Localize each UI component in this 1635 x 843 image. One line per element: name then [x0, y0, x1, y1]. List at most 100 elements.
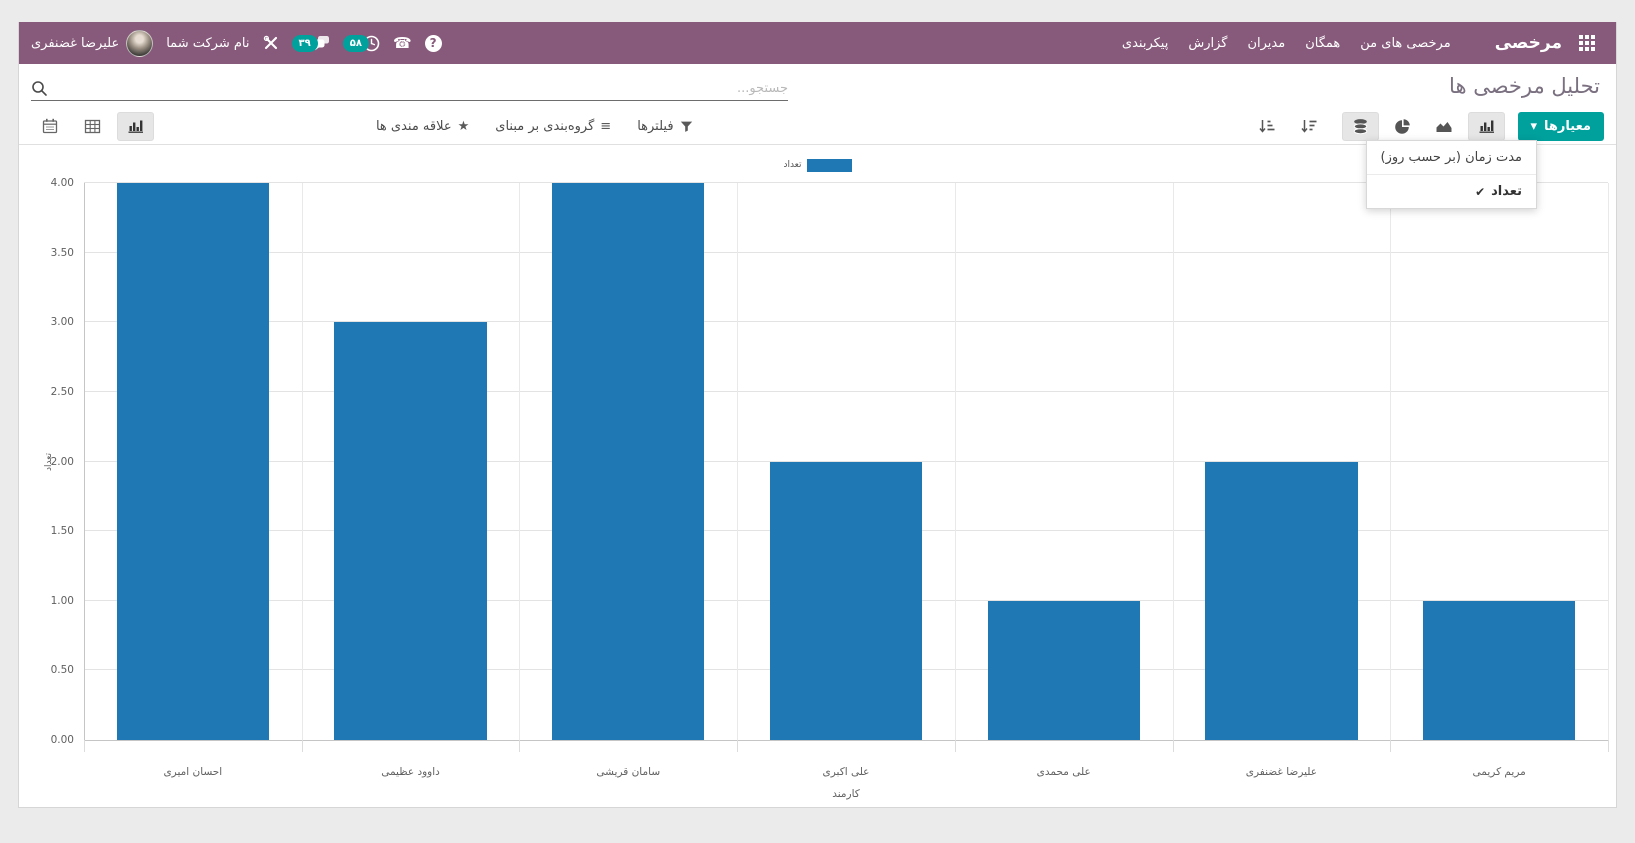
bar-chart-mode-button[interactable]: [1467, 111, 1505, 141]
groupby-button[interactable]: ≡ گروه‌بندی بر مبنای: [495, 119, 611, 134]
y-tick-label: 3.50: [50, 246, 74, 259]
y-tick-label: 0.00: [50, 734, 74, 746]
measures-dropdown-item-0[interactable]: مدت زمان (بر حسب روز): [1367, 141, 1536, 174]
chart-bar-5[interactable]: [1205, 461, 1358, 740]
v-gridline: [737, 183, 739, 740]
help-icon: ?: [424, 34, 442, 52]
sort-descending-icon: [1300, 118, 1318, 134]
measures-button-label: معیارها: [1544, 118, 1591, 134]
v-gridline: [954, 183, 956, 740]
y-tick-label: 2.00: [50, 455, 74, 468]
nav-menu-item-3[interactable]: گزارش: [1188, 35, 1228, 51]
control-panel: تحلیل مرخصی ها معیارها ▾: [19, 64, 1616, 145]
chart-legend[interactable]: تعداد: [19, 157, 1616, 173]
filters-label: فیلترها: [637, 118, 674, 134]
calendar-view-button[interactable]: [31, 112, 68, 141]
chart-bar-6[interactable]: [1422, 600, 1576, 740]
y-tick-label: 4.00: [50, 177, 74, 189]
dropdown-item-label: مدت زمان (بر حسب روز): [1380, 150, 1522, 165]
x-tick-label: علی محمدی: [1036, 766, 1091, 778]
phone-button[interactable]: ☎: [393, 35, 412, 51]
graph-view-button[interactable]: [117, 111, 154, 141]
x-axis-tick: [84, 740, 85, 752]
favorites-button[interactable]: ★ علاقه مندی ها: [376, 119, 469, 134]
bar-chart-icon: [127, 118, 144, 134]
chart-bar-2[interactable]: [552, 183, 705, 740]
x-axis-line: [84, 740, 1608, 741]
app-name[interactable]: مرخصی: [1494, 33, 1562, 53]
calendar-icon: [42, 118, 58, 134]
plot-area: 0.00 0.50 1.00 1.50 2.00 2.50 3.00 3.50 4.00 احسا…: [51, 177, 1609, 778]
plot-wrap: تعداد 0.00 0.50 1.00 1.50 2.00 2.50 3.00 3.50 4.…: [44, 177, 1609, 778]
chart-bar-1[interactable]: [334, 322, 487, 740]
company-name: نام شرکت شما: [166, 35, 250, 51]
v-gridline: [1608, 183, 1609, 740]
help-button[interactable]: ?: [424, 34, 442, 52]
messages-button[interactable]: ۳۹: [291, 34, 330, 52]
x-tick-label: علیرضا غضنفری: [1245, 766, 1318, 778]
control-panel-top: تحلیل مرخصی ها: [19, 64, 1616, 108]
bar-chart-icon: [1478, 118, 1495, 134]
company-switcher[interactable]: نام شرکت شما: [166, 36, 249, 51]
x-axis-title: کارمند: [832, 788, 860, 800]
star-icon: ★: [457, 118, 470, 134]
stacked-toggle-button[interactable]: [1341, 111, 1379, 141]
search-bar: [31, 80, 788, 101]
v-gridline: [1172, 183, 1174, 740]
x-tick-label: علی اکبری: [822, 766, 870, 778]
activities-button[interactable]: ۵۸: [342, 34, 380, 52]
nav-menu-item-2[interactable]: مدیران: [1247, 35, 1286, 51]
chart-bar-3[interactable]: [769, 461, 923, 740]
search-options: فیلترها ≡ گروه‌بندی بر مبنای ★ علاقه مند…: [376, 119, 693, 134]
dropdown-item-label: تعداد: [1491, 184, 1522, 199]
filters-button[interactable]: فیلترها: [637, 119, 692, 134]
chart-bar-4[interactable]: [987, 600, 1140, 740]
pie-chart-mode-button[interactable]: [1384, 112, 1421, 141]
measures-dropdown-item-1[interactable]: تعداد ✔: [1366, 174, 1536, 208]
x-axis-tick: [1608, 740, 1609, 752]
pivot-table-icon: [84, 119, 101, 134]
y-tick-label: 1.00: [50, 594, 74, 607]
page-title: تحلیل مرخصی ها: [1449, 74, 1600, 98]
user-name: علیرضا غضنفری: [31, 35, 120, 51]
sort-ascending-button[interactable]: [1249, 112, 1286, 141]
favorites-label: علاقه مندی ها: [375, 118, 452, 134]
view-switcher: [31, 111, 154, 141]
navbar-menu: مرخصی های من همگان مدیران گزارش پیکربندی: [1112, 22, 1461, 64]
activities-badge: ۵۸: [342, 34, 369, 52]
check-icon: ✔: [1475, 184, 1486, 199]
user-menu[interactable]: علیرضا غضنفری: [31, 29, 154, 57]
x-tick-label: مریم کریمی: [1472, 766, 1526, 778]
measures-button[interactable]: معیارها ▾: [1517, 111, 1604, 141]
x-tick-label: احسان امیری: [163, 766, 223, 778]
chart-bar-0[interactable]: [116, 183, 270, 740]
search-icon: [31, 80, 48, 97]
nav-menu-item-4[interactable]: پیکربندی: [1121, 35, 1169, 51]
x-axis-tick: [301, 740, 303, 752]
tools-button[interactable]: [263, 35, 279, 51]
x-axis-tick: [1390, 740, 1392, 752]
h-gridline: [84, 321, 1608, 323]
groupby-icon: ≡: [600, 118, 612, 134]
h-gridline: [84, 251, 1608, 253]
search-input[interactable]: [48, 81, 788, 96]
line-chart-mode-button[interactable]: [1426, 112, 1463, 141]
y-tick-label: 1.50: [50, 525, 74, 538]
sort-descending-button[interactable]: [1291, 112, 1328, 141]
nav-menu-item-0[interactable]: مرخصی های من: [1360, 35, 1451, 51]
y-tick-label: 2.50: [50, 385, 74, 398]
groupby-label: گروه‌بندی بر مبنای: [495, 118, 595, 134]
legend-color-swatch: [806, 158, 852, 172]
nav-menu-item-1[interactable]: همگان: [1305, 35, 1341, 51]
x-tick-label: سامان قریشی: [596, 766, 661, 778]
control-panel-toolbar: معیارها ▾: [19, 108, 1616, 144]
app-window: مرخصی مرخصی های من همگان مدیران گزارش پیکربن…: [18, 22, 1617, 808]
apps-menu-button[interactable]: [1570, 22, 1604, 64]
pivot-view-button[interactable]: [74, 112, 111, 141]
messages-badge: ۳۹: [291, 34, 318, 52]
tools-icon: [263, 35, 279, 51]
chart-area: تعداد تعداد 0.00 0.50 1.00 1.50 2.00 2.50 3.00…: [19, 145, 1616, 807]
legend-label: تعداد: [783, 160, 802, 170]
v-gridline: [301, 183, 303, 740]
filter-funnel-icon: [680, 120, 693, 133]
